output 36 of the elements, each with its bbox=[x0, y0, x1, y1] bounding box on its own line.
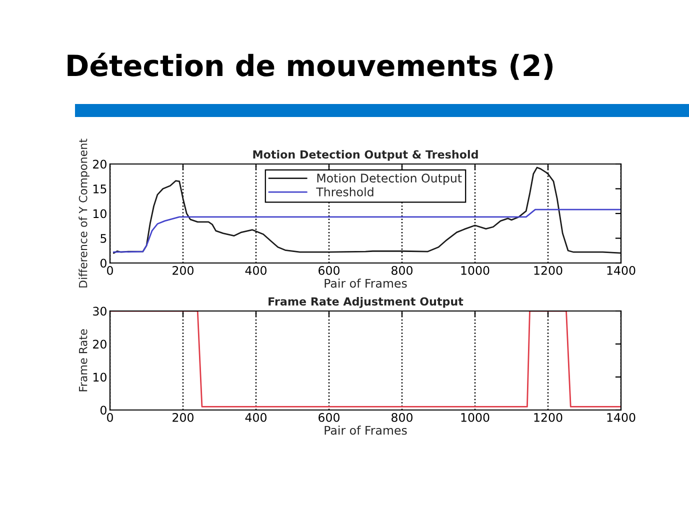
y-tick-label: 30 bbox=[93, 306, 106, 316]
line-series bbox=[112, 166, 621, 254]
x-tick-label: 800 bbox=[392, 412, 412, 422]
x-tick-label: 200 bbox=[172, 266, 194, 275]
y-tick-label: 15 bbox=[93, 184, 106, 194]
legend-label: Motion Detection Output bbox=[317, 173, 462, 185]
x-tick-label: 600 bbox=[318, 412, 340, 422]
x-tick-label: 0 bbox=[107, 266, 113, 275]
chart-title: Motion Detection Output & Treshold bbox=[253, 150, 478, 161]
x-axis-title: Pair of Frames bbox=[324, 426, 407, 435]
y-axis-title: Difference of Y Component bbox=[78, 138, 90, 288]
y-tick-label: 5 bbox=[100, 234, 106, 243]
legend-label: Threshold bbox=[316, 187, 374, 196]
x-tick-label: 600 bbox=[318, 266, 340, 275]
x-tick-label: 1400 bbox=[607, 266, 636, 275]
y-tick-label: 0 bbox=[100, 406, 106, 415]
y-tick-label: 10 bbox=[93, 372, 106, 382]
y-axis-title: Frame Rate bbox=[79, 329, 88, 392]
x-tick-label: 1200 bbox=[534, 266, 562, 275]
text: Détection de mouvements (2) bbox=[68, 52, 553, 80]
x-axis-title: Pair of Frames bbox=[324, 278, 407, 288]
line-series bbox=[112, 208, 621, 253]
x-tick-label: 0 bbox=[107, 412, 113, 422]
x-tick-label: 400 bbox=[245, 266, 266, 275]
y-tick-label: 20 bbox=[93, 160, 106, 169]
x-tick-label: 200 bbox=[172, 412, 194, 422]
chart-title: Frame Rate Adjustment Output bbox=[268, 297, 464, 308]
x-tick-label: 1200 bbox=[534, 412, 562, 422]
x-tick-label: 800 bbox=[392, 266, 412, 275]
y-tick-label: 0 bbox=[100, 258, 106, 268]
x-tick-label: 1000 bbox=[461, 266, 490, 275]
x-tick-label: 1000 bbox=[461, 412, 490, 422]
y-tick-label: 10 bbox=[93, 209, 106, 218]
x-tick-label: 1400 bbox=[607, 412, 636, 422]
x-tick-label: 400 bbox=[245, 412, 266, 422]
y-tick-label: 20 bbox=[93, 340, 106, 349]
